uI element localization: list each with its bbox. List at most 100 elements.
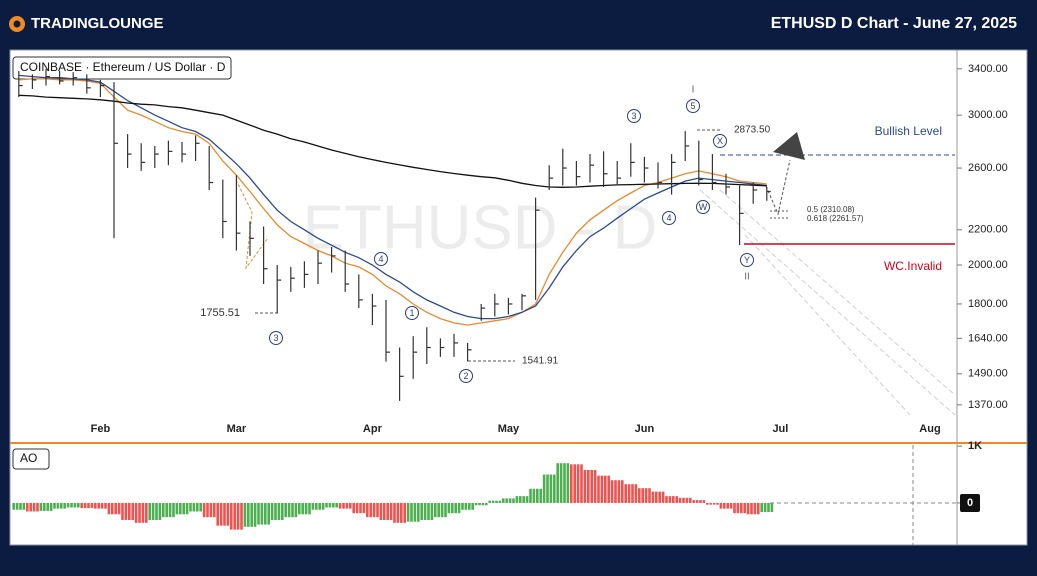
y-tick-label: 1490.00: [968, 368, 1008, 380]
ao-bar: [162, 502, 165, 518]
wave-label: 1: [409, 308, 414, 318]
ao-bar: [583, 470, 587, 503]
wave-circle: [696, 200, 710, 214]
ao-bar: [128, 502, 131, 520]
ao-bar: [73, 502, 77, 508]
wave-label: 4: [378, 254, 383, 264]
x-tick-label: Feb: [91, 423, 111, 435]
ao-bar: [417, 502, 420, 522]
y-tick-label: 2200.00: [968, 224, 1008, 236]
ao-bar: [644, 488, 648, 503]
ao-bar: [22, 502, 26, 510]
wave-label: X: [717, 136, 723, 146]
ao-bar: [165, 502, 168, 518]
ao-bar: [372, 502, 376, 518]
ao-bar: [172, 502, 175, 518]
ao-bar: [199, 502, 202, 512]
x-tick-label: Apr: [363, 423, 383, 435]
ao-bar: [587, 470, 590, 503]
ao-bar: [281, 502, 284, 520]
ao-bar: [529, 488, 532, 503]
channel-line: [699, 189, 956, 416]
degree-label: I: [692, 85, 695, 96]
wave-circle: [459, 369, 473, 383]
ao-bar: [702, 500, 706, 503]
ao-bar: [121, 502, 124, 520]
ao-bar: [53, 502, 56, 509]
ao-bar: [763, 502, 767, 513]
ao-bar: [196, 502, 199, 512]
ao-bar: [70, 502, 73, 508]
ao-bar: [97, 502, 100, 509]
channel-line: [744, 234, 911, 416]
ao-bar: [349, 502, 352, 509]
ao-bar: [661, 491, 665, 503]
ao-bar: [90, 502, 94, 509]
ao-bar: [464, 502, 468, 510]
ao-bar: [665, 496, 668, 503]
ao-bar: [39, 502, 43, 511]
ao-bar: [434, 502, 437, 518]
ao-bar: [719, 502, 723, 509]
ao-bar: [49, 502, 53, 511]
ao-bar: [468, 502, 471, 510]
ao-bar: [413, 502, 417, 522]
ao-bar: [678, 497, 682, 503]
ao-bar: [185, 502, 189, 515]
ao-bar: [376, 502, 379, 518]
channel-lines: [699, 189, 956, 416]
ao-bar: [158, 502, 162, 520]
ao-bar: [553, 474, 556, 503]
moving-average: [18, 74, 767, 320]
ao-bar: [723, 502, 726, 509]
ao-bar: [301, 502, 304, 515]
ao-bar: [570, 464, 573, 503]
ao-bar: [315, 502, 318, 510]
ao-bar: [614, 480, 617, 503]
ao-bar: [66, 502, 70, 508]
ao-bar: [617, 480, 621, 503]
header-title: ETHUSD D Chart - June 27, 2025: [771, 15, 1017, 32]
ao-bar: [332, 502, 335, 508]
y-tick-label: 0: [967, 497, 973, 509]
ao-bar: [243, 502, 247, 527]
indicator-box: [12, 448, 50, 470]
ao-bar: [124, 502, 128, 520]
ao-bar: [202, 502, 206, 518]
ao-bar: [658, 491, 661, 503]
ao-bar: [471, 502, 474, 510]
ao-bar: [43, 502, 46, 511]
ao-bar: [672, 496, 675, 503]
ao-bar: [379, 502, 383, 520]
ao-bar: [600, 475, 604, 503]
ao-bar: [709, 502, 712, 505]
ao-bar: [342, 502, 345, 509]
ao-bar: [168, 502, 172, 518]
wave-label: 3: [631, 111, 636, 121]
ao-bar: [247, 502, 250, 527]
ao-bar: [325, 502, 328, 508]
level-label: WC.Invalid: [884, 259, 942, 273]
ao-bar: [563, 463, 566, 503]
ao-bar: [740, 502, 743, 514]
ao-bar: [515, 496, 519, 503]
ao-bar: [107, 502, 111, 515]
ao-bar: [549, 474, 553, 503]
y-tick-label: 1640.00: [968, 332, 1008, 344]
ao-bar: [366, 502, 369, 518]
ao-bar: [236, 502, 240, 530]
y-tick-label: 3400.00: [968, 63, 1008, 75]
price-label: 2873.50: [734, 125, 771, 136]
ao-bar: [318, 502, 321, 510]
ao-bar: [478, 502, 481, 506]
ao-bar: [743, 502, 746, 514]
ao-bar: [457, 502, 461, 514]
ao-bar: [675, 496, 678, 503]
ao-bar: [26, 502, 29, 512]
ao-bar: [134, 502, 138, 523]
ao-bar: [29, 502, 32, 512]
ao-bar: [512, 498, 515, 503]
ao-bar: [488, 500, 491, 503]
chart-panel: [9, 49, 1028, 546]
ao-bar: [83, 502, 87, 509]
